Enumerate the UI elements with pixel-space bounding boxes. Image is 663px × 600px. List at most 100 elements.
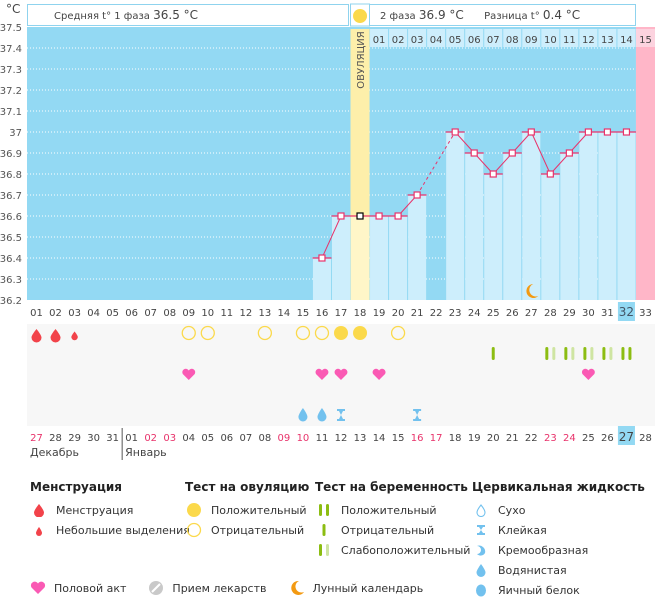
luteal-day-label: 15: [639, 35, 652, 46]
cycle-day-label: 16: [316, 308, 329, 319]
luteal-day-label: 05: [449, 35, 462, 46]
temperature-point: [603, 128, 612, 136]
dry-icon: [472, 502, 490, 518]
cycle-day-label: 29: [563, 308, 576, 319]
ovulation-label: ОВУЛЯЦИЯ: [356, 31, 367, 89]
cycle-day-label: 04: [87, 308, 100, 319]
legend-item: Слабоположительный: [341, 543, 471, 557]
cycle-day-label: 08: [163, 308, 176, 319]
temperature-bar: [598, 132, 617, 300]
double-bar-icon: [315, 502, 333, 518]
legend-item: Водянистая: [498, 563, 567, 577]
y-tick-label: 37.1: [0, 107, 22, 118]
date-label: 19: [468, 433, 481, 444]
date-label: 28: [49, 433, 62, 444]
temperature-bar: [446, 132, 465, 300]
current-day-highlight: [617, 302, 635, 321]
ovulation-test-positive-icon: [353, 326, 368, 340]
heart-icon: [30, 580, 46, 596]
date-label: 08: [259, 433, 272, 444]
phase1-value: 36.5 °C: [153, 8, 199, 22]
moon-icon: [526, 284, 539, 298]
cycle-day-label: 10: [201, 308, 214, 319]
pregnancy-test-line-icon: [545, 347, 549, 360]
ovulation-test-negative-icon: [200, 325, 215, 341]
legend-item: Прием лекарств: [172, 581, 267, 595]
phase2-label: 2 фаза: [380, 11, 416, 22]
menstruation-icon: [50, 329, 61, 343]
temperature-bar: [560, 153, 579, 300]
heart-icon: [334, 368, 348, 380]
y-tick-label: 37.3: [0, 65, 22, 76]
luteal-day-cell: [465, 29, 484, 47]
y-tick-label: 36.5: [0, 233, 22, 244]
luteal-day-cell: [541, 29, 560, 47]
legend-pregnancy-test: Тест на беременность Положительный Отриц…: [315, 480, 470, 560]
date-label: 30: [87, 433, 100, 444]
temperature-line: [416, 131, 456, 196]
date-label: 31: [106, 433, 119, 444]
legend-ovulation-test: Тест на овуляцию Положительный Отрицател…: [185, 480, 309, 540]
cycle-day-label: 09: [182, 308, 195, 319]
month-label: Январь: [125, 446, 167, 459]
pregnancy-test-weak-icon: [552, 347, 556, 360]
legend-item: Клейкая: [498, 523, 547, 537]
luteal-day-label: 08: [506, 35, 519, 46]
date-label: 13: [354, 433, 367, 444]
cycle-day-label: 27: [525, 308, 538, 319]
phase2-header: 2 фаза 36.9 °C Разница t° 0.4 °C: [369, 4, 636, 26]
date-label: 16: [411, 433, 424, 444]
pregnancy-test-positive-icon: [628, 347, 632, 360]
date-label: 26: [601, 433, 614, 444]
legend-item: Отрицательный: [211, 523, 305, 537]
temperature-point: [356, 212, 364, 220]
date-label: 05: [201, 433, 214, 444]
date-label: 18: [449, 433, 462, 444]
cycle-day-label: 24: [468, 308, 481, 319]
filled-circle-icon: [185, 502, 203, 518]
luteal-day-label: 09: [525, 35, 538, 46]
ovulation-test-negative-icon: [257, 325, 273, 341]
cycle-day-label: 25: [487, 308, 500, 319]
temperature-line: [321, 215, 342, 259]
date-label: 27: [619, 430, 634, 444]
unit-label: °C: [6, 2, 21, 16]
date-label: 06: [220, 433, 233, 444]
temperature-point: [584, 128, 592, 136]
temperature-bar: [503, 153, 522, 300]
temperature-bar: [465, 153, 484, 300]
date-label: 09: [278, 433, 291, 444]
date-label: 17: [430, 433, 443, 444]
cycle-day-label: 21: [411, 308, 424, 319]
ovulation-bar: [350, 216, 370, 300]
y-tick-label: 36.4: [0, 254, 22, 265]
month-label: Декабрь: [30, 446, 79, 459]
date-label: 27: [30, 433, 43, 444]
y-tick-label: 36.6: [0, 212, 22, 223]
cycle-day-label: 14: [278, 308, 291, 319]
sticky-icon: [413, 409, 422, 421]
cycle-day-label: 15: [297, 308, 310, 319]
cycle-day-label: 22: [430, 308, 443, 319]
empty-circle-icon: [185, 522, 203, 538]
date-label: 25: [582, 433, 595, 444]
pregnancy-test-line-icon: [602, 347, 606, 360]
y-tick-label: 36.2: [0, 296, 22, 307]
temperature-bar: [617, 132, 636, 300]
legend-title: Тест на беременность: [315, 480, 468, 494]
date-label: 02: [144, 433, 157, 444]
cycle-day-label: 07: [144, 308, 157, 319]
cycle-day-label: 11: [220, 308, 233, 319]
date-label: 12: [335, 433, 348, 444]
date-label: 20: [487, 433, 500, 444]
egg-white-icon: [472, 582, 490, 598]
date-label: 22: [525, 433, 538, 444]
legend-item: Положительный: [211, 503, 307, 517]
luteal-day-cell: [617, 29, 636, 47]
diff-label: Разница t°: [484, 11, 540, 22]
temperature-point: [375, 212, 383, 220]
cycle-day-label: 26: [506, 308, 519, 319]
temperature-point: [413, 191, 421, 199]
cycle-day-label: 32: [619, 305, 634, 319]
luteal-day-cell: [370, 29, 389, 47]
